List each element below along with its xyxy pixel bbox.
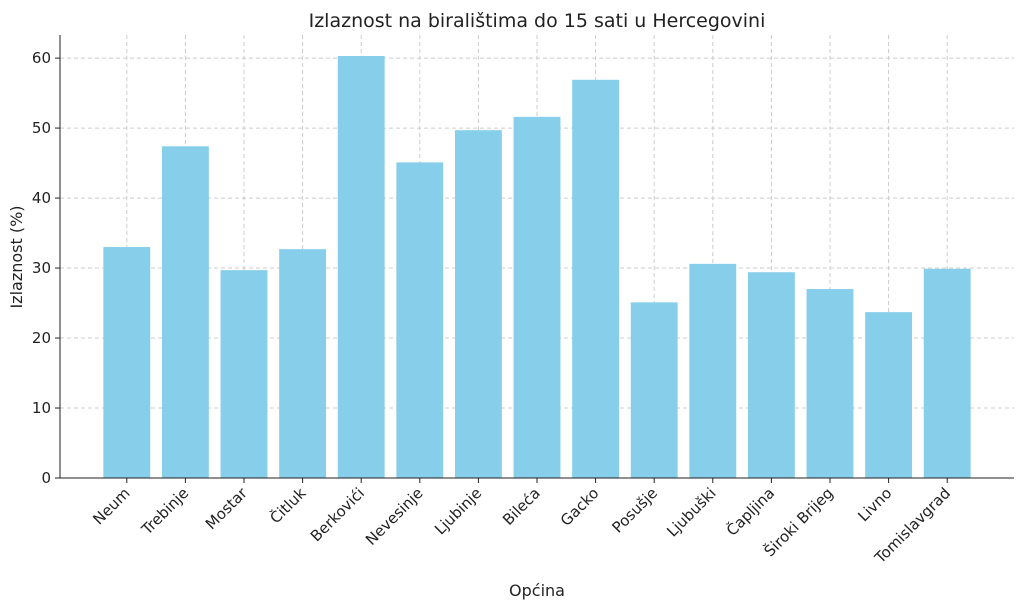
y-tick-label: 40 (32, 189, 51, 207)
chart-title: Izlaznost na biralištima do 15 sati u He… (309, 10, 766, 32)
x-axis-label: Općina (509, 581, 565, 600)
x-tick-label: Nevesinje (362, 484, 427, 549)
y-axis-label: Izlaznost (%) (7, 205, 26, 308)
x-tick-label: Posušje (609, 484, 661, 536)
bar (923, 268, 971, 478)
bar (572, 79, 620, 478)
x-tick-label: Gacko (557, 484, 603, 530)
y-tick-label: 50 (32, 119, 51, 137)
bar (454, 130, 502, 478)
x-tick-label: Neum (89, 484, 133, 528)
bar (103, 247, 151, 478)
x-tick-label: Trebinje (137, 484, 192, 539)
x-tick-label: Ljubinje (431, 484, 485, 538)
y-tick-label: 60 (32, 49, 51, 67)
bar (747, 272, 795, 478)
bar (337, 55, 385, 478)
x-tick-label: Ljubuški (663, 484, 719, 540)
bar (806, 289, 854, 478)
bar (279, 249, 327, 478)
x-tick-label: Bileća (499, 484, 544, 529)
bar (513, 116, 561, 478)
y-tick-label: 30 (32, 259, 51, 277)
y-tick-label: 20 (32, 329, 51, 347)
bar (396, 162, 444, 478)
bar (161, 146, 209, 478)
y-tick-label: 10 (32, 399, 51, 417)
bar (689, 263, 737, 478)
x-tick-label: Livno (854, 484, 895, 525)
bar (630, 302, 678, 478)
bar (220, 270, 268, 478)
x-tick-label: Čapljina (722, 483, 778, 539)
x-tick-label: Mostar (202, 484, 252, 534)
x-tick-label: Čitluk (266, 483, 310, 527)
bar (865, 312, 913, 478)
y-tick-label: 0 (41, 469, 51, 487)
x-tick-label: Berkovići (307, 484, 368, 545)
